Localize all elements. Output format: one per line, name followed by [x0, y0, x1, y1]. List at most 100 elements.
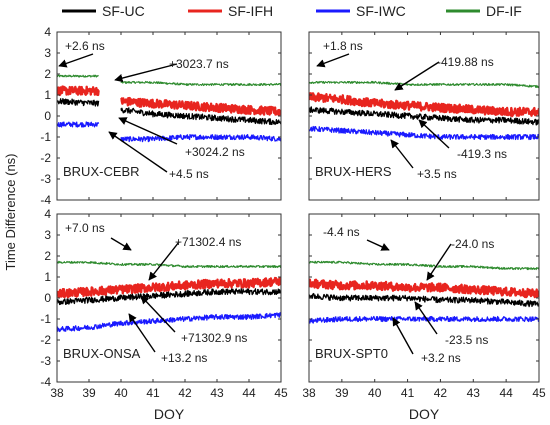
x-axis-label-left: DOY: [154, 406, 185, 422]
y-tick-label: 1: [44, 88, 51, 102]
legend-label: SF-IFH: [228, 3, 273, 19]
x-tick-label: 44: [499, 386, 513, 400]
y-tick-label: -3: [40, 354, 51, 368]
series-df-if: [57, 260, 281, 269]
annotation-label: +2.6 ns: [65, 39, 105, 53]
x-tick-label: 38: [302, 386, 316, 400]
panel-title: BRUX-CEBR: [63, 164, 140, 179]
annotation-label: +3024.2 ns: [185, 145, 245, 159]
x-tick-label: 44: [242, 386, 256, 400]
annotation-label: +13.2 ns: [161, 351, 207, 365]
series-sf-uc: [309, 292, 539, 308]
x-tick-label: 42: [178, 386, 192, 400]
annotation-label: -419.3 ns: [457, 147, 507, 161]
panel-brux-spt0: 38 39 40 41 42 43 44 45 BRUX-SPT0 -4.4 ns -24.0 ns…: [302, 213, 546, 400]
series-sf-ifh: [309, 92, 539, 118]
series-df-if: [120, 80, 281, 87]
annotation-arrow: [414, 301, 438, 335]
series-sf-iwc: [120, 133, 281, 143]
x-tick-label: 41: [401, 386, 415, 400]
panel-title: BRUX-SPT0: [315, 346, 388, 361]
y-tick-label: -1: [40, 312, 51, 326]
series-group: [57, 260, 281, 333]
y-tick-label: 0: [44, 291, 51, 305]
x-tick-label: 45: [532, 386, 546, 400]
y-tick-label: -2: [40, 151, 51, 165]
annotation-label: +1.8 ns: [323, 39, 363, 53]
series-df-if: [309, 80, 539, 89]
x-tick-label: 39: [335, 386, 349, 400]
x-tick-label: 43: [467, 386, 481, 400]
annotation-arrow: [118, 117, 178, 145]
x-tick-label: 42: [434, 386, 448, 400]
series-df-if: [309, 260, 539, 271]
annotation-arrow: [148, 241, 180, 281]
annotation-label: -23.5 ns: [445, 333, 488, 347]
series-sf-iwc: [309, 125, 539, 141]
x-axis-label-right: DOY: [409, 406, 440, 422]
annotation-label: -4.4 ns: [323, 225, 360, 239]
series-sf-uc: [57, 98, 100, 107]
annotation-arrow: [392, 317, 414, 355]
panel-title: BRUX-HERS: [315, 164, 392, 179]
legend: SF-UC SF-IFH SF-IWC DF-IF: [62, 3, 522, 19]
y-axis-label: Time Difference (ns): [3, 153, 18, 270]
y-tick-label: 0: [44, 109, 51, 123]
annotation-arrow: [426, 243, 452, 281]
x-tick-label: 39: [82, 386, 96, 400]
y-tick-label: 3: [44, 228, 51, 242]
series-group: [309, 80, 539, 141]
annotation-label: -24.0 ns: [451, 237, 494, 251]
annotation-label: +3.2 ns: [421, 351, 461, 365]
y-tick-label: 4: [44, 207, 51, 221]
annotation-arrow: [418, 119, 450, 149]
annotation-arrow: [114, 63, 178, 83]
series-sf-uc: [120, 107, 281, 126]
annotation-label: +3023.7 ns: [169, 57, 229, 71]
y-tick-label: 2: [44, 249, 51, 263]
y-tick-label: 4: [44, 25, 51, 39]
y-tick-label: -3: [40, 172, 51, 186]
y-tick-label: 1: [44, 270, 51, 284]
y-tick-label: 3: [44, 46, 51, 60]
annotation-arrow: [140, 295, 176, 333]
x-tick-label: 38: [50, 386, 64, 400]
annotation-label: +71302.9 ns: [181, 331, 247, 345]
x-tick-label: 40: [368, 386, 382, 400]
series-group: [57, 74, 281, 143]
annotation-label: -419.88 ns: [437, 55, 494, 69]
legend-label: DF-IF: [486, 3, 522, 19]
y-tick-label: -4: [40, 193, 51, 207]
series-sf-iwc: [309, 315, 539, 324]
y-tick-label: -2: [40, 333, 51, 347]
series-group: [309, 260, 539, 324]
annotation-label: +3.5 ns: [417, 167, 457, 181]
series-sf-ifh: [309, 278, 539, 299]
series-df-if: [57, 74, 99, 78]
annotation-arrow: [128, 313, 156, 353]
panel-brux-hers: BRUX-HERS +1.8 ns -419.88 ns -419.3 ns+3.5 …: [308, 31, 540, 201]
annotation-arrow: [394, 61, 440, 91]
annotation-arrow: [58, 53, 94, 68]
series-sf-iwc: [57, 312, 281, 333]
annotation-arrow: [366, 239, 390, 251]
series-sf-ifh: [57, 85, 100, 97]
series-sf-ifh: [120, 96, 281, 117]
panel-brux-cebr: -4 -3 -2 -1 0 1 2 3 4 BRUX-CEBR +2.6 ns +3023.7 ns +…: [40, 25, 282, 207]
annotation-arrow: [316, 53, 350, 68]
x-tick-label: 40: [114, 386, 128, 400]
annotation-arrow: [390, 139, 414, 169]
annotation-label: +7.0 ns: [65, 221, 105, 235]
annotation-arrow: [108, 131, 168, 173]
x-tick-label: 41: [146, 386, 160, 400]
series-sf-uc: [57, 288, 281, 306]
series-sf-uc: [309, 106, 539, 126]
series-sf-iwc: [57, 121, 100, 128]
annotation-arrow: [110, 237, 132, 251]
annotation-label: +4.5 ns: [169, 167, 209, 181]
y-tick-label: -4: [40, 375, 51, 389]
y-tick-label: 2: [44, 67, 51, 81]
legend-label: SF-IWC: [356, 3, 406, 19]
annotation-label: +71302.4 ns: [175, 235, 241, 249]
